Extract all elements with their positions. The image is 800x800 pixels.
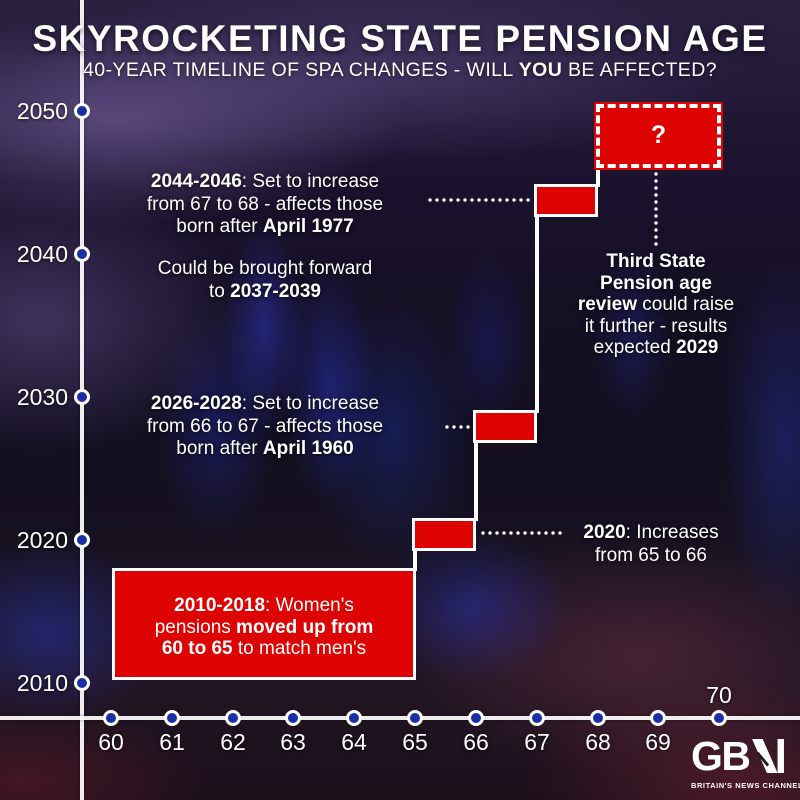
x-label-65: 65 — [402, 729, 428, 755]
x-label-61: 61 — [159, 729, 185, 755]
y-tick-2040 — [74, 246, 90, 262]
x-label-67: 67 — [524, 729, 550, 755]
step-line-age65 — [413, 550, 417, 571]
leader-line-review — [654, 172, 658, 248]
x-tick-63 — [285, 710, 301, 726]
y-tick-2050 — [74, 103, 90, 119]
y-label-2050: 2050 — [16, 98, 68, 124]
x-axis-line — [0, 716, 800, 720]
x-tick-70 — [711, 710, 727, 726]
gbn-logo-tagline: BRITAIN'S NEWS CHANNEL — [691, 781, 800, 790]
leader-line-2020 — [481, 531, 565, 535]
x-label-60: 60 — [98, 729, 124, 755]
page-title: SKYROCKETING STATE PENSION AGE — [32, 18, 768, 59]
annotation-2026-period: 2026-2028 — [150, 393, 242, 414]
question-mark-label: ? — [650, 121, 667, 149]
subtitle-tail: BE AFFECTED? — [562, 59, 717, 81]
annotation-2010-2018: 2010-2018: Women's pensions moved up fro… — [154, 595, 374, 659]
y-tick-2030 — [74, 389, 90, 405]
gbn-logo: GB BRITAIN'S NEWS CHANNEL — [691, 733, 800, 791]
leader-line-2044 — [428, 198, 532, 202]
gbn-logo-wordmark: GB — [691, 733, 800, 779]
y-label-2020: 2020 — [16, 527, 68, 553]
y-tick-2020 — [74, 532, 90, 548]
subtitle-text: 40-YEAR TIMELINE OF SPA CHANGES - WILL — [83, 59, 519, 81]
x-tick-60 — [103, 710, 119, 726]
x-label-62: 62 — [220, 729, 246, 755]
annotation-2044-period: 2044-2046 — [150, 171, 242, 192]
y-tick-2010 — [74, 675, 90, 691]
annotation-2010-period: 2010-2018 — [174, 595, 266, 616]
gbn-n-flag-icon — [751, 739, 784, 778]
x-tick-67 — [529, 710, 545, 726]
x-label-63: 63 — [280, 729, 306, 755]
x-tick-61 — [164, 710, 180, 726]
x-label-66: 66 — [463, 729, 489, 755]
annotation-2026-2028: 2026-2028: Set to increase from 66 to 67… — [146, 393, 384, 459]
x-label-69: 69 — [645, 729, 671, 755]
future-review-dashed-box: ? — [594, 102, 723, 170]
annotation-2044-2046: 2044-2046: Set to increase from 67 to 68… — [146, 171, 384, 237]
y-label-2040: 2040 — [16, 241, 68, 267]
x-tick-66 — [468, 710, 484, 726]
step-box-2020 — [412, 518, 476, 551]
y-label-2030: 2030 — [16, 384, 68, 410]
step-line-age66 — [474, 442, 478, 521]
step-line-age67 — [535, 216, 539, 413]
x-label-68: 68 — [585, 729, 611, 755]
step-line-age68 — [596, 166, 600, 187]
step-box-2010-2018: 2010-2018: Women's pensions moved up fro… — [112, 568, 416, 680]
x-tick-69 — [650, 710, 666, 726]
step-box-2026-2028 — [473, 410, 537, 443]
annotation-third-review: Third State Pension age review could rai… — [577, 251, 735, 358]
x-tick-64 — [346, 710, 362, 726]
leader-line-2026 — [445, 425, 472, 429]
y-label-2010: 2010 — [16, 670, 68, 696]
annotation-2020-period: 2020 — [583, 522, 626, 543]
step-box-2044-2046 — [534, 184, 598, 217]
subtitle-you: YOU — [518, 59, 563, 81]
annotation-brought-forward: Could be brought forward to 2037-2039 — [157, 258, 373, 302]
page-subtitle: 40-YEAR TIMELINE OF SPA CHANGES - WILL Y… — [0, 59, 800, 82]
annotation-2020: 2020: Increases from 65 to 66 — [583, 522, 719, 566]
x-label-70: 70 — [706, 682, 732, 708]
x-label-64: 64 — [341, 729, 367, 755]
x-tick-68 — [590, 710, 606, 726]
gbn-logo-gb-text: GB — [691, 733, 751, 779]
x-tick-65 — [407, 710, 423, 726]
x-tick-62 — [225, 710, 241, 726]
